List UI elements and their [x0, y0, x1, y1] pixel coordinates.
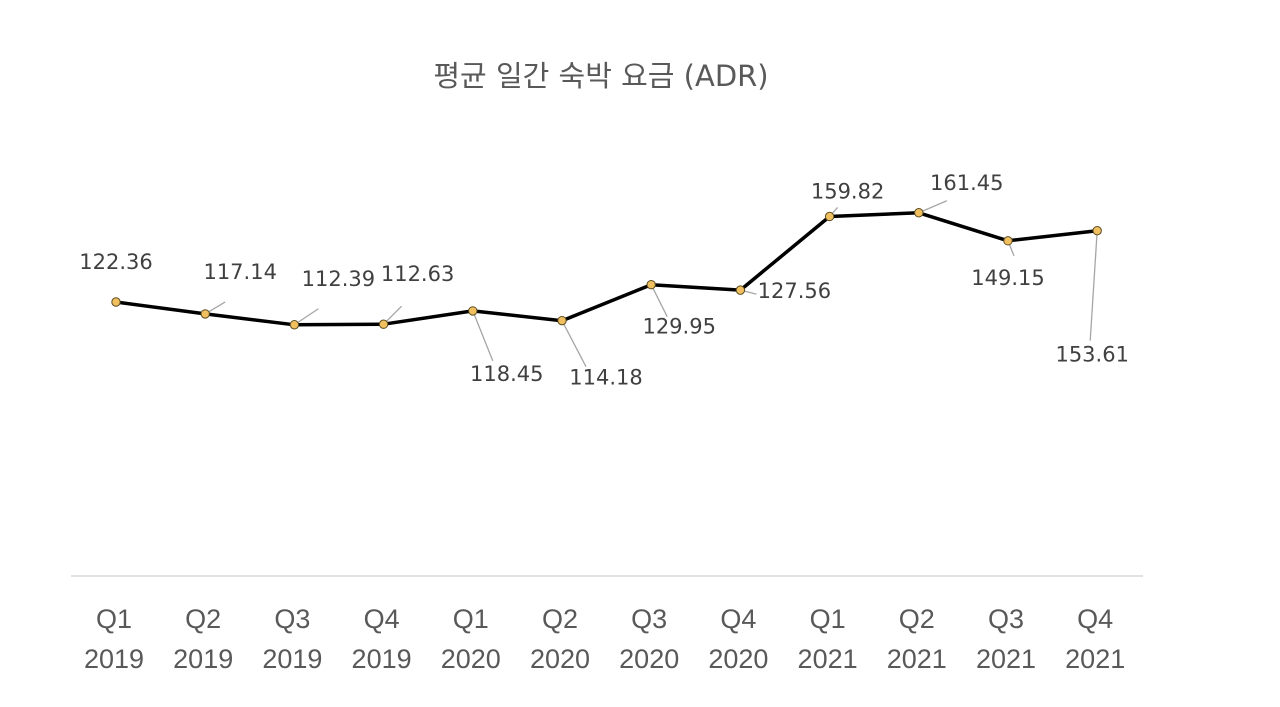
series-line — [115, 211, 1098, 327]
x-tick-label: Q3 2019 — [262, 604, 322, 674]
x-tick-label: Q3 2021 — [976, 604, 1036, 674]
x-tick-quarter: Q1 — [810, 604, 846, 634]
data-label: 112.63 — [381, 262, 454, 286]
x-tick-quarter: Q4 — [364, 604, 400, 634]
data-point — [1003, 236, 1013, 246]
markers — [111, 208, 1102, 330]
x-tick-year: 2021 — [1065, 644, 1125, 674]
x-tick-quarter: Q2 — [542, 604, 578, 634]
x-tick-quarter: Q4 — [1077, 604, 1113, 634]
leader-line — [561, 320, 587, 367]
x-tick-quarter: Q3 — [274, 604, 310, 634]
x-tick-label: Q4 2020 — [708, 604, 768, 674]
data-label: 112.39 — [302, 267, 375, 291]
x-tick-year: 2021 — [887, 644, 947, 674]
data-label: 153.61 — [1055, 343, 1128, 367]
x-tick-year: 2019 — [352, 644, 412, 674]
data-label: 127.56 — [758, 279, 831, 303]
x-tick-label: Q1 2019 — [84, 604, 144, 674]
data-label: 117.14 — [203, 260, 276, 284]
x-tick-quarter: Q1 — [453, 604, 489, 634]
data-point — [378, 319, 389, 329]
x-tick-label: Q2 2020 — [530, 604, 590, 674]
data-point — [111, 297, 121, 307]
data-point — [735, 285, 746, 295]
data-label: 129.95 — [642, 315, 715, 339]
data-labels: 122.36 117.14 112.39 112.63 118.45 114.18 129.… — [79, 171, 1129, 390]
x-tick-year: 2020 — [530, 644, 590, 674]
data-point — [468, 306, 478, 316]
x-tick-quarter: Q4 — [720, 604, 756, 634]
x-tick-year: 2019 — [84, 644, 144, 674]
x-tick-year: 2021 — [976, 644, 1036, 674]
data-label: 122.36 — [79, 250, 152, 274]
x-tick-label: Q4 2021 — [1065, 604, 1125, 674]
data-label: 159.82 — [811, 179, 884, 203]
x-tick-year: 2019 — [173, 644, 233, 674]
x-tick-label: Q3 2020 — [619, 604, 679, 674]
x-tick-quarter: Q3 — [631, 604, 667, 634]
x-tick-label: Q4 2019 — [352, 604, 412, 674]
data-point — [824, 211, 835, 222]
x-tick-quarter: Q2 — [185, 604, 221, 634]
x-tick-quarter: Q3 — [988, 604, 1024, 634]
x-tick-label: Q2 2021 — [887, 604, 947, 674]
x-tick-year: 2020 — [441, 644, 501, 674]
x-tick-label: Q1 2020 — [441, 604, 501, 674]
x-tick-label: Q1 2021 — [798, 604, 858, 674]
x-tick-label: Q2 2019 — [173, 604, 233, 674]
x-tick-quarter: Q2 — [899, 604, 935, 634]
x-tick-quarter: Q1 — [96, 604, 132, 634]
x-tick-year: 2020 — [708, 644, 768, 674]
data-point — [1092, 225, 1102, 236]
leader-line — [294, 308, 319, 326]
x-tick-year: 2019 — [262, 644, 322, 674]
leader-line — [1089, 230, 1098, 341]
leader-line — [918, 200, 948, 214]
data-point — [646, 279, 656, 290]
data-point — [557, 315, 567, 326]
data-point — [200, 309, 210, 319]
x-tick-year: 2021 — [798, 644, 858, 674]
data-label: 114.18 — [569, 366, 642, 390]
chart-title: 평균 일간 숙박 요금 (ADR) — [433, 59, 768, 93]
x-tick-year: 2020 — [619, 644, 679, 674]
data-point — [914, 208, 924, 218]
data-point — [289, 320, 300, 330]
leader-line — [650, 284, 668, 317]
leader-line — [472, 310, 494, 362]
data-label: 149.15 — [971, 266, 1044, 290]
x-tick-labels: Q1 2019 Q2 2019 Q3 2019 Q4 2019 Q1 2020 Q2 2020 Q3 20… — [84, 604, 1125, 674]
data-label: 161.45 — [930, 171, 1003, 195]
data-label: 118.45 — [470, 362, 543, 386]
